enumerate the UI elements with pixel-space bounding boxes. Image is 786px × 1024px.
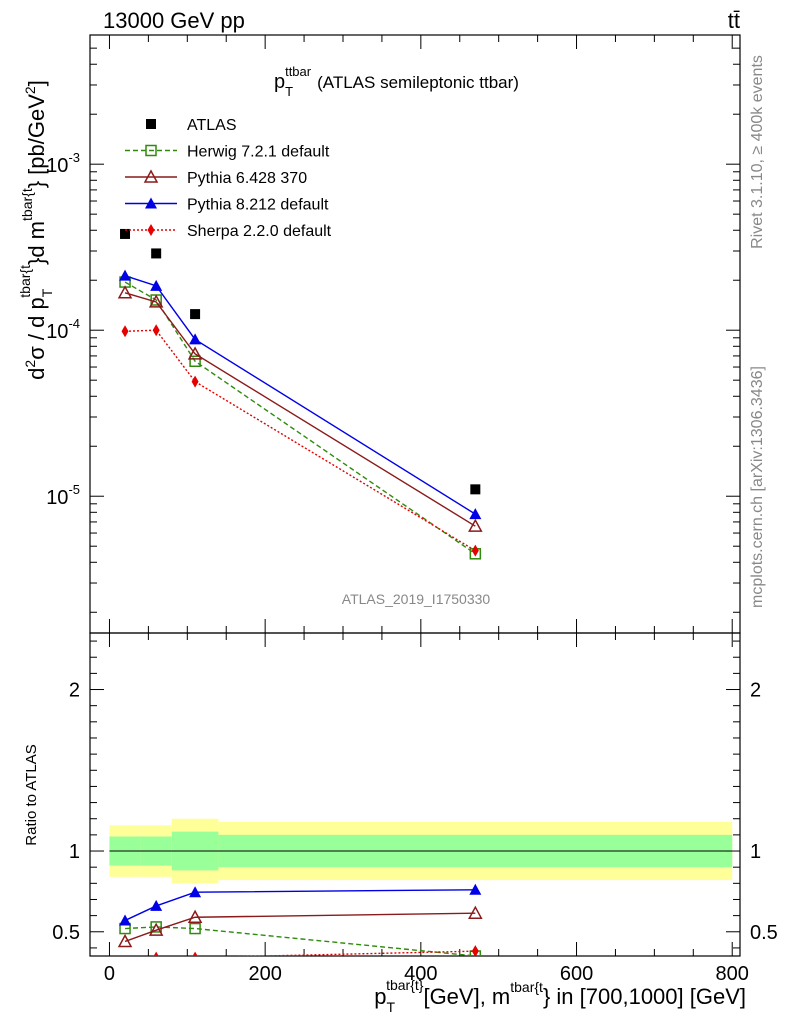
ratio-uncertainty-bands <box>109 818 733 884</box>
main-point-pythia6-1 <box>148 294 164 308</box>
ratio-frame <box>89 632 741 957</box>
ratio-point-herwig-1 <box>150 921 162 933</box>
legend-marker-pythia8 <box>145 197 157 209</box>
legend-marker-pythia6 <box>143 169 159 183</box>
legend-marker-atlas <box>146 119 156 129</box>
legend: ATLAS Herwig 7.2.1 default Pythia 6.428 37… <box>125 117 332 240</box>
legend-label-sherpa: Sherpa 2.2.0 default <box>187 223 332 240</box>
legend-marker-sherpa <box>147 224 155 236</box>
main-line-pythia8 <box>124 275 476 515</box>
ratio-line-sherpa <box>234 950 476 956</box>
ratio-point-pythia8-0 <box>119 914 132 926</box>
plot-title: pTttbar (ATLAS semileptonic ttbar) <box>274 64 519 99</box>
x-axis-label: pTtbar{t}[GeV], mtbar{t} in [700,1000] [… <box>374 977 746 1015</box>
ratio-line-pythia8 <box>124 889 476 922</box>
ratio-y-tick-label-0: 0.5 <box>52 922 80 944</box>
main-y-tick-label-1: 10-4 <box>46 316 80 343</box>
main-point-pythia6-3 <box>468 518 483 532</box>
header-left: 13000 GeV pp <box>103 8 245 33</box>
main-point-pythia6-2 <box>187 346 203 360</box>
ratio-point-sherpa-3 <box>471 945 479 956</box>
ratio-series <box>117 883 483 977</box>
rivet-version-label: Rivet 3.1.10, ≥ 400k events <box>749 55 766 249</box>
main-point-sherpa-2 <box>191 375 199 388</box>
legend-label-herwig: Herwig 7.2.1 default <box>187 144 330 161</box>
ratio-y-tick-label-right-0: 0.5 <box>750 922 778 944</box>
analysis-watermark: ATLAS_2019_I1750330 <box>342 591 491 607</box>
main-point-herwig-2 <box>189 355 201 368</box>
ratio-point-pythia8-3 <box>469 883 482 895</box>
x-tick-label-1: 200 <box>248 963 281 985</box>
ratio-line-pythia6 <box>124 912 476 943</box>
ratio-y-tick-label-2: 2 <box>69 680 80 702</box>
ratio-point-herwig-2 <box>189 922 201 935</box>
ratio-point-pythia6-0 <box>117 933 133 948</box>
title-main: p <box>274 71 285 93</box>
ratio-point-sherpa-2 <box>192 951 198 956</box>
main-point-atlas-2 <box>190 309 201 320</box>
main-point-sherpa-3 <box>471 544 479 557</box>
main-point-pythia6-0 <box>117 285 133 299</box>
x-tick-label-0: 0 <box>104 963 115 985</box>
main-point-sherpa-0 <box>121 325 129 338</box>
legend-label-pythia6: Pythia 6.428 370 <box>187 170 307 187</box>
ratio-point-pythia6-2 <box>187 909 203 923</box>
main-point-pythia8-0 <box>119 269 132 281</box>
ratio-point-pythia6-1 <box>148 922 164 936</box>
main-point-atlas-3 <box>470 484 481 495</box>
x-tick-label-4: 800 <box>716 963 749 985</box>
main-point-pythia8-2 <box>189 333 202 345</box>
main-y-axis-label: d2σ / d pTtbar{t}d mtbar{t} [pb/GeV2] <box>17 80 55 380</box>
ratio-point-pythia6-3 <box>468 905 483 919</box>
legend-marker-herwig <box>145 144 157 157</box>
main-point-sherpa-1 <box>152 324 160 337</box>
title-rest: (ATLAS semileptonic ttbar) <box>317 73 519 92</box>
title-subscript: T <box>285 84 293 99</box>
main-point-atlas-0 <box>120 228 131 239</box>
main-point-pythia8-1 <box>150 279 163 291</box>
ratio-point-pythia8-1 <box>150 899 163 911</box>
mcplots-label: mcplots.cern.ch [arXiv:1306.3436] <box>749 366 766 608</box>
ratio-y-axis-label: Ratio to ATLAS <box>23 744 40 845</box>
x-tick-label-2: 400 <box>404 963 437 985</box>
legend-label-atlas: ATLAS <box>187 117 237 134</box>
main-line-pythia6 <box>124 292 476 527</box>
data-series <box>117 228 483 977</box>
legend-label-pythia8: Pythia 8.212 default <box>187 197 329 214</box>
ratio-y-tick-label-1: 1 <box>69 841 80 863</box>
main-point-pythia8-3 <box>469 508 482 520</box>
main-line-herwig <box>124 281 476 555</box>
ratio-point-pythia8-2 <box>189 886 202 898</box>
ratio-point-sherpa-0 <box>122 965 129 977</box>
ratio-line-herwig <box>124 926 476 956</box>
title-superscript: ttbar <box>285 64 312 79</box>
ratio-y-tick-label-right-1: 1 <box>750 841 761 863</box>
x-tick-label-3: 600 <box>560 963 593 985</box>
main-y-tick-label-0: 10-3 <box>46 150 80 177</box>
ratio-point-sherpa-1 <box>153 951 159 956</box>
main-point-atlas-1 <box>151 248 162 259</box>
main-y-tick-label-2: 10-5 <box>46 482 80 509</box>
ratio-y-tick-label-right-2: 2 <box>750 680 761 702</box>
header-right: tt̄ <box>728 8 740 33</box>
